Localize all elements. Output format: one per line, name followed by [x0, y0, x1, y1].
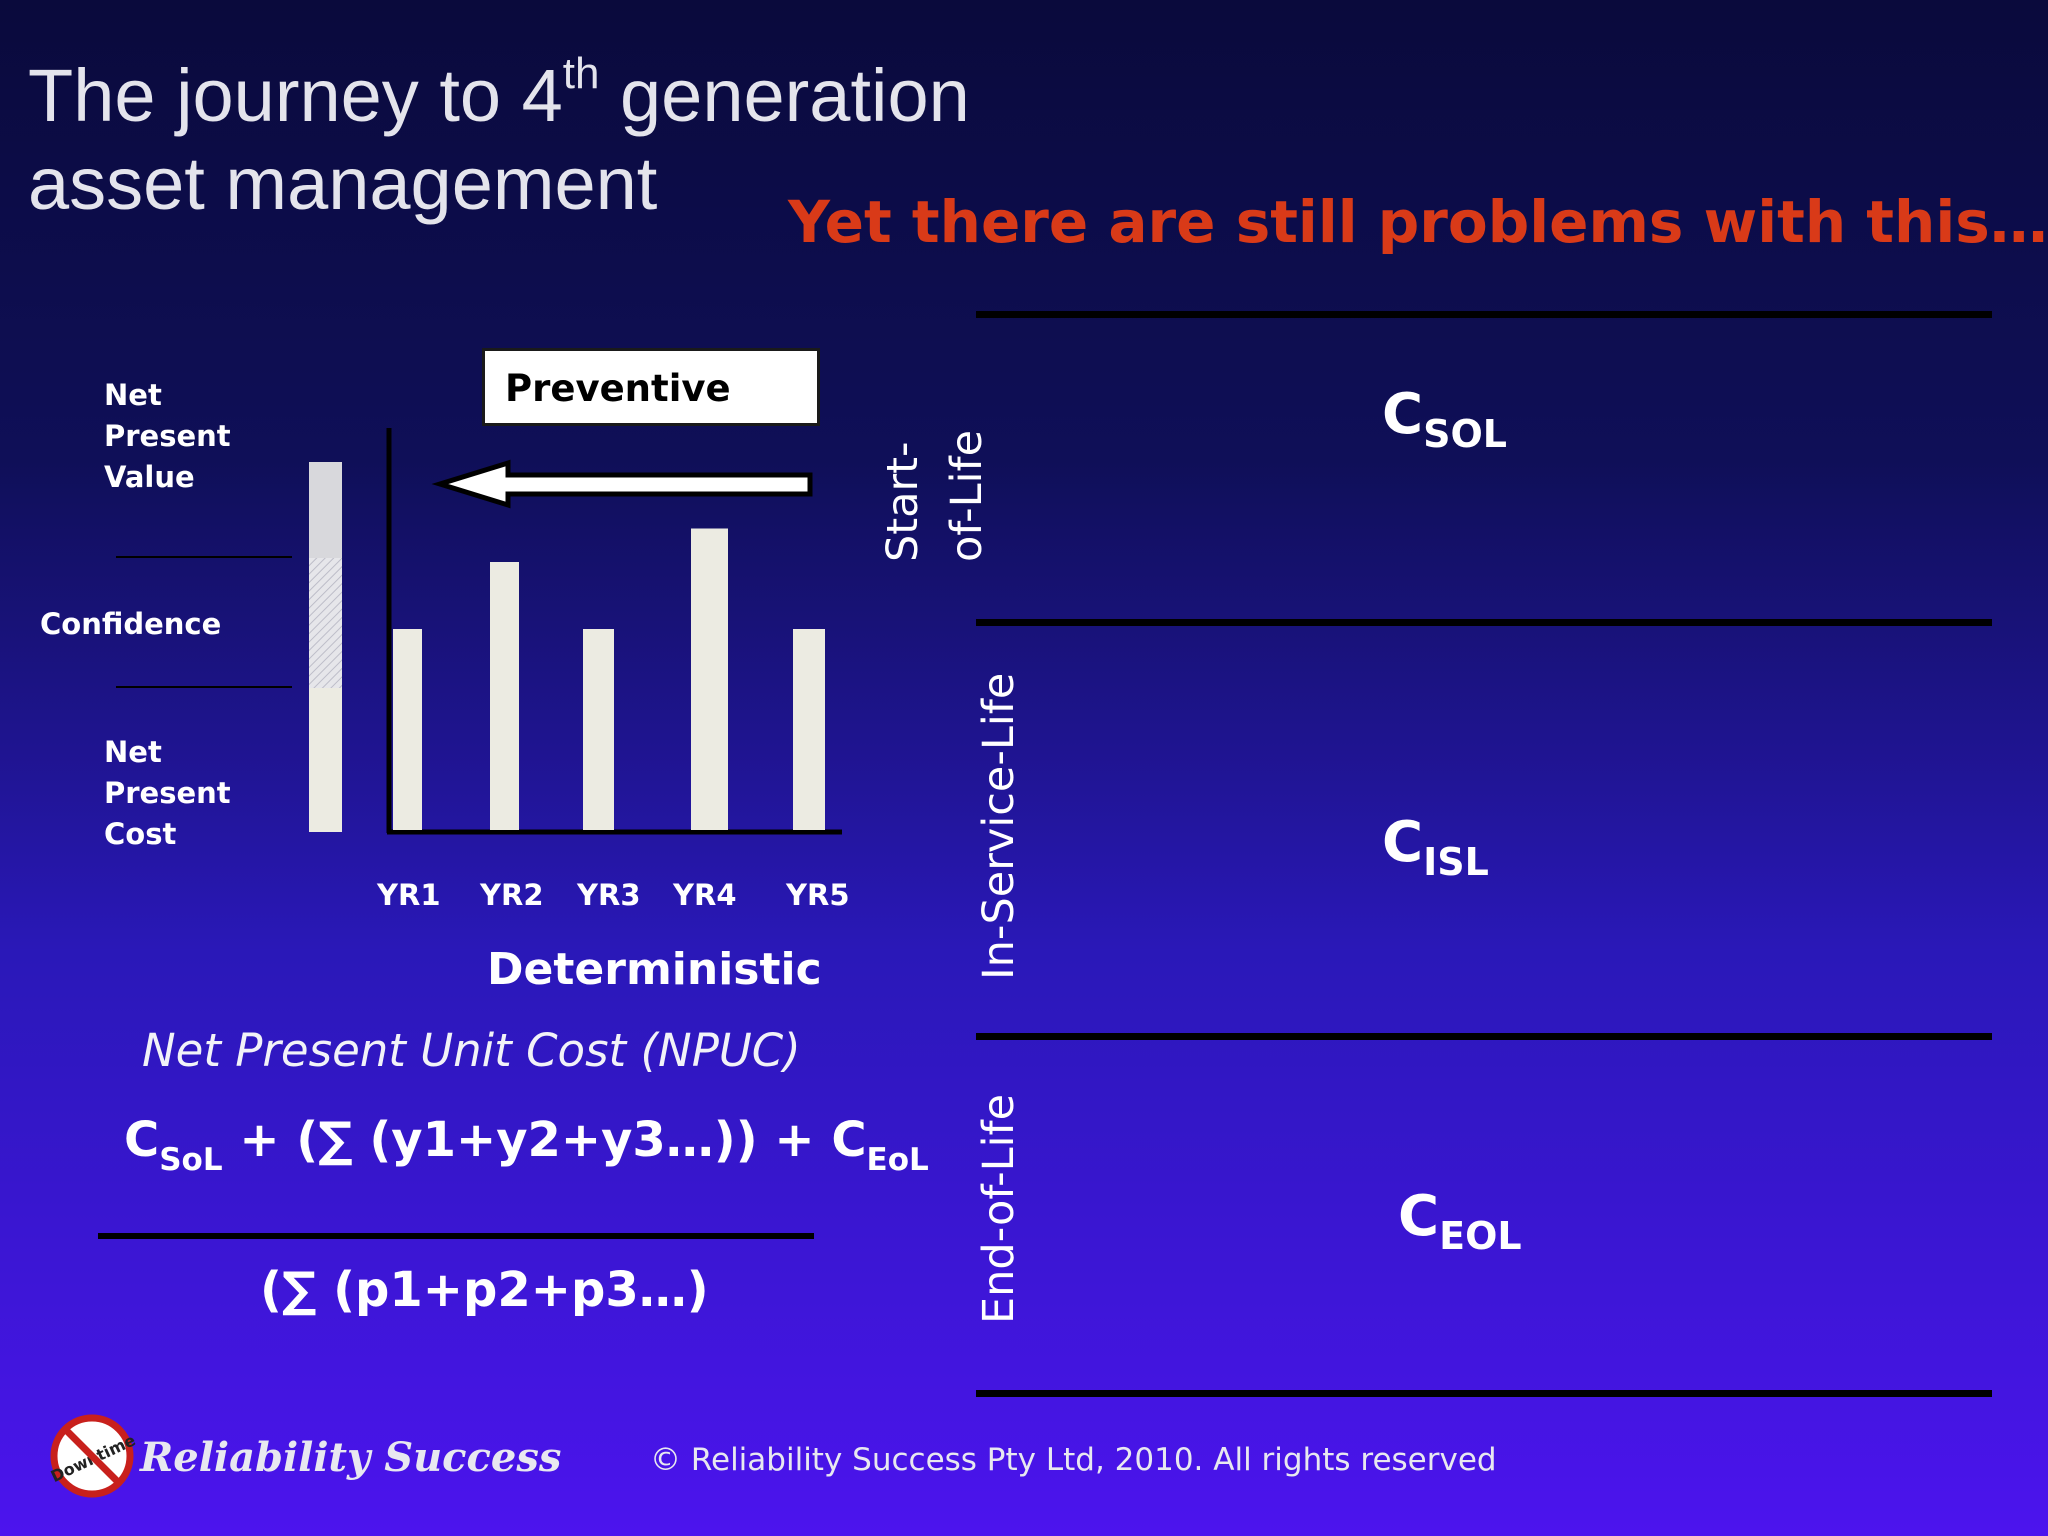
tick-label-yr1: YR1	[377, 878, 441, 912]
bar-yr5	[793, 629, 825, 830]
npuc-caption: Net Present Unit Cost (NPUC)	[142, 1024, 801, 1077]
bar-yr4	[691, 528, 728, 830]
left-arrow	[431, 459, 813, 509]
bar-yr3	[583, 629, 614, 830]
slide-title: The journey to 4th generation asset manag…	[28, 49, 970, 225]
start-of-life-label-line2: of-Life	[942, 429, 992, 562]
bar-yr2	[490, 562, 519, 830]
npc-label: Net Present Cost	[104, 735, 231, 851]
tick-label-yr5: YR5	[786, 878, 850, 912]
logo-wordmark: Reliability Success	[140, 1434, 562, 1481]
formula-divider	[98, 1233, 814, 1239]
lifecycle-line-top	[976, 311, 1992, 318]
preventive-box: Preventive	[482, 348, 820, 426]
tick-label-yr2: YR2	[480, 878, 544, 912]
in-service-life-label: In-Service-Life	[974, 672, 1024, 980]
end-of-life-label: End-of-Life	[974, 1093, 1024, 1324]
cost-eol: CEOL	[1398, 1184, 1522, 1258]
x-axis-caption: Deterministic	[487, 944, 822, 995]
tick-label-yr4: YR4	[673, 878, 737, 912]
cost-sol: CSOL	[1382, 382, 1507, 456]
lifecycle-line-2	[976, 619, 1992, 626]
bar-yr1	[393, 629, 422, 830]
scale-bar-bottom	[309, 688, 342, 832]
scale-bar-top	[309, 462, 342, 558]
start-of-life-label-line1: Start-	[878, 441, 928, 562]
formula-denominator: (∑ (p1+p2+p3…)	[260, 1262, 709, 1318]
scale-bar-confidence	[309, 558, 342, 688]
bars-group	[393, 528, 825, 830]
lifecycle-line-3	[976, 1033, 1992, 1040]
cost-isl: CISL	[1382, 810, 1489, 884]
lifecycle-line-bottom	[976, 1390, 1992, 1397]
slide-subtitle: Yet there are still problems with this…	[788, 188, 2048, 256]
npv-label: Net Present Value	[104, 378, 231, 494]
confidence-label: Confidence	[40, 607, 222, 641]
logo-strike	[61, 1425, 123, 1487]
copyright-text: © Reliability Success Pty Ltd, 2010. All…	[650, 1442, 1497, 1478]
formula-numerator: CSoL + (∑ (y1+y2+y3…)) + CEoL	[124, 1112, 929, 1178]
tick-label-yr3: YR3	[577, 878, 641, 912]
